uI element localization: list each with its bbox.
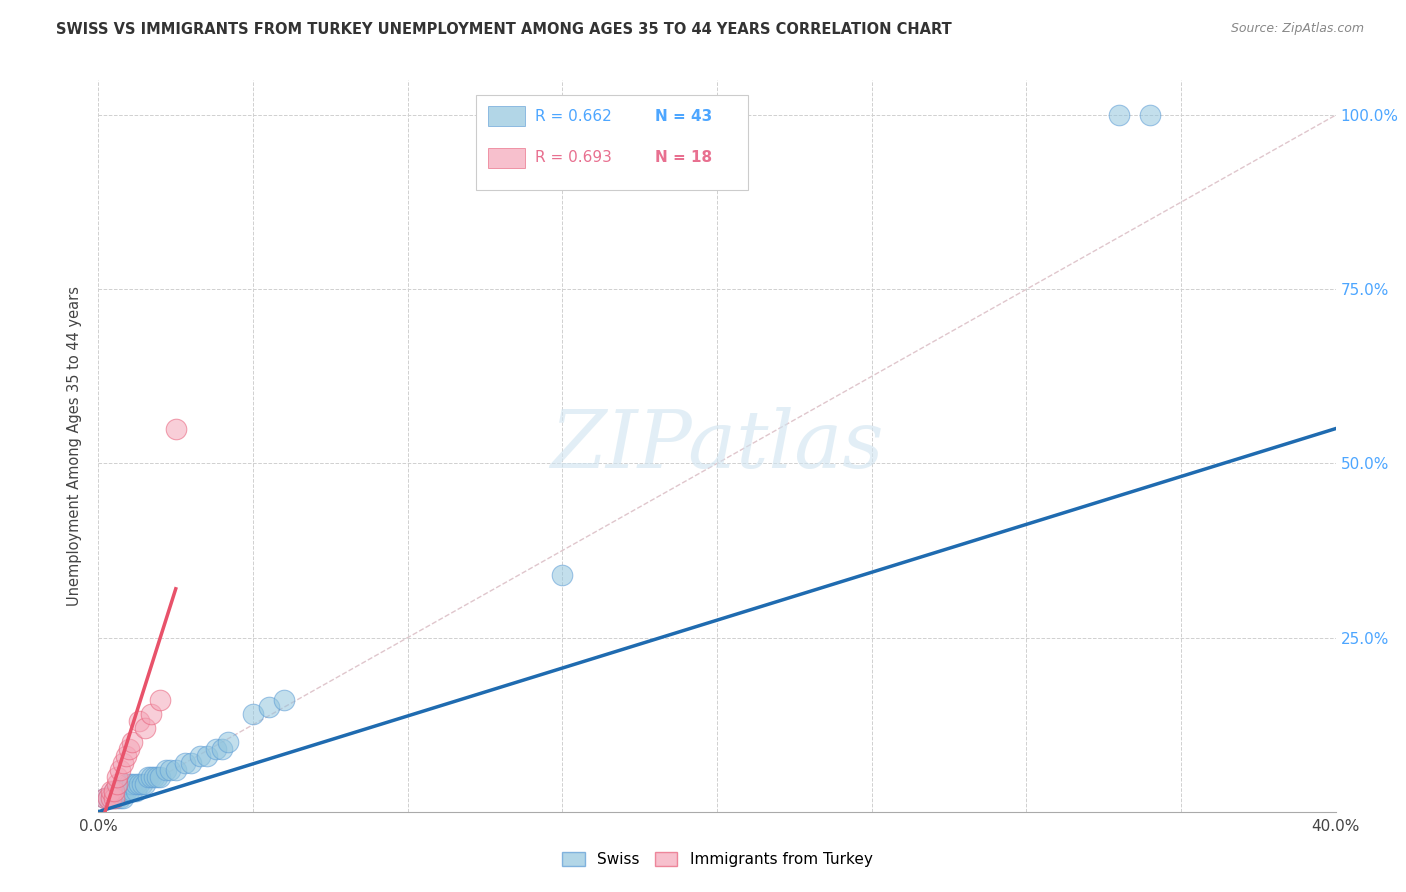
Point — [103, 784, 125, 798]
Point — [217, 735, 239, 749]
Point — [155, 763, 177, 777]
Point — [97, 790, 120, 805]
Point — [121, 735, 143, 749]
FancyBboxPatch shape — [475, 95, 748, 190]
Legend: Swiss, Immigrants from Turkey: Swiss, Immigrants from Turkey — [555, 847, 879, 873]
Point — [146, 770, 169, 784]
Point — [108, 790, 131, 805]
Text: SWISS VS IMMIGRANTS FROM TURKEY UNEMPLOYMENT AMONG AGES 35 TO 44 YEARS CORRELATI: SWISS VS IMMIGRANTS FROM TURKEY UNEMPLOY… — [56, 22, 952, 37]
Point — [105, 777, 128, 791]
Point — [103, 790, 125, 805]
Point — [149, 770, 172, 784]
Y-axis label: Unemployment Among Ages 35 to 44 years: Unemployment Among Ages 35 to 44 years — [67, 286, 83, 606]
Point — [1139, 108, 1161, 122]
Text: R = 0.693: R = 0.693 — [536, 151, 612, 165]
Point — [165, 763, 187, 777]
Point — [115, 749, 138, 764]
Point — [105, 770, 128, 784]
Point — [242, 707, 264, 722]
Point — [551, 567, 574, 582]
Point — [205, 742, 228, 756]
Point — [128, 777, 150, 791]
Point — [211, 742, 233, 756]
Point — [128, 714, 150, 728]
Point — [124, 784, 146, 798]
Point — [93, 790, 115, 805]
Point — [273, 693, 295, 707]
Point — [108, 763, 131, 777]
Point — [118, 784, 141, 798]
Point — [131, 777, 153, 791]
Point — [112, 784, 135, 798]
Text: N = 18: N = 18 — [655, 151, 713, 165]
Point — [195, 749, 218, 764]
Point — [108, 784, 131, 798]
Point — [93, 790, 115, 805]
Point — [143, 770, 166, 784]
Point — [190, 749, 212, 764]
Point — [136, 770, 159, 784]
Point — [134, 721, 156, 735]
Point — [115, 777, 138, 791]
Point — [103, 790, 125, 805]
FancyBboxPatch shape — [488, 106, 526, 127]
Point — [118, 777, 141, 791]
Point — [139, 707, 162, 722]
Text: Source: ZipAtlas.com: Source: ZipAtlas.com — [1230, 22, 1364, 36]
Point — [174, 756, 197, 770]
Point — [118, 742, 141, 756]
Point — [124, 777, 146, 791]
Point — [121, 777, 143, 791]
Point — [159, 763, 181, 777]
Point — [100, 784, 122, 798]
Point — [112, 790, 135, 805]
Point — [149, 693, 172, 707]
Point — [100, 790, 122, 805]
Text: R = 0.662: R = 0.662 — [536, 109, 612, 124]
Point — [257, 700, 280, 714]
FancyBboxPatch shape — [488, 147, 526, 168]
Point — [105, 784, 128, 798]
Point — [134, 777, 156, 791]
Point — [165, 421, 187, 435]
Text: N = 43: N = 43 — [655, 109, 713, 124]
Point — [100, 790, 122, 805]
Point — [1108, 108, 1130, 122]
Point — [115, 784, 138, 798]
Point — [97, 790, 120, 805]
Point — [139, 770, 162, 784]
Text: ZIPatlas: ZIPatlas — [550, 408, 884, 484]
Point — [105, 790, 128, 805]
Point — [180, 756, 202, 770]
Point — [103, 784, 125, 798]
Point — [112, 756, 135, 770]
Point — [121, 784, 143, 798]
